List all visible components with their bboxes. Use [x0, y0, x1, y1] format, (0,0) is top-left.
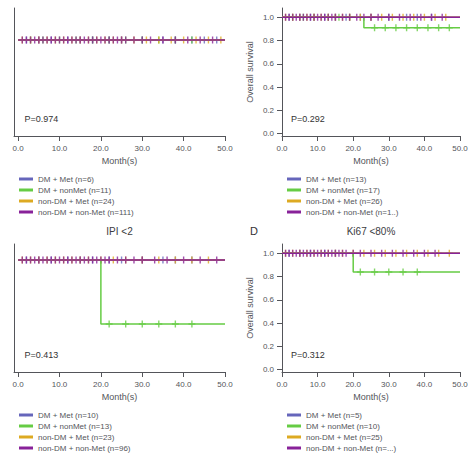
svg-text:40.0: 40.0 [176, 144, 192, 153]
svg-text:40.0: 40.0 [417, 144, 433, 153]
svg-text:0.8: 0.8 [263, 272, 275, 281]
svg-text:non-DM + non-Met (n=111): non-DM + non-Met (n=111) [38, 208, 134, 217]
svg-text:10.0: 10.0 [52, 380, 68, 389]
svg-text:0.0: 0.0 [276, 380, 288, 389]
svg-text:P=0.974: P=0.974 [25, 114, 59, 124]
svg-text:non-DM + non-Met (n=...): non-DM + non-Met (n=...) [306, 444, 397, 453]
svg-text:50.0: 50.0 [217, 144, 233, 153]
svg-text:DM + nonMet (n=17): DM + nonMet (n=17) [306, 186, 380, 195]
svg-text:1.0: 1.0 [263, 249, 275, 258]
svg-text:IPI <2: IPI <2 [106, 226, 133, 237]
svg-text:DM + Met (n=5): DM + Met (n=5) [306, 411, 362, 420]
svg-text:0.6: 0.6 [263, 295, 275, 304]
svg-text:20.0: 20.0 [93, 144, 109, 153]
svg-text:0.4: 0.4 [263, 319, 275, 328]
svg-text:40.0: 40.0 [176, 380, 192, 389]
svg-text:Ki67 <80%: Ki67 <80% [347, 226, 396, 237]
svg-text:non-DM + Met (n=24): non-DM + Met (n=24) [38, 197, 115, 206]
svg-text:non-DM + non-Met (n=1..): non-DM + non-Met (n=1..) [306, 208, 399, 217]
svg-text:0.0: 0.0 [13, 380, 25, 389]
svg-text:30.0: 30.0 [381, 144, 397, 153]
svg-text:non-DM + non-Met (n=96): non-DM + non-Met (n=96) [38, 444, 131, 453]
svg-text:30.0: 30.0 [381, 380, 397, 389]
svg-text:0.0: 0.0 [276, 144, 288, 153]
svg-text:DM + Met (n=13): DM + Met (n=13) [306, 175, 367, 184]
svg-text:20.0: 20.0 [345, 144, 361, 153]
svg-text:10.0: 10.0 [310, 144, 326, 153]
svg-text:20.0: 20.0 [93, 380, 109, 389]
svg-text:DM + nonMet (n=10): DM + nonMet (n=10) [306, 422, 380, 431]
svg-text:0.0: 0.0 [263, 129, 275, 138]
svg-text:30.0: 30.0 [134, 144, 150, 153]
svg-text:DM + nonMet (n=13): DM + nonMet (n=13) [38, 422, 112, 431]
svg-text:20.0: 20.0 [345, 380, 361, 389]
svg-text:50.0: 50.0 [217, 380, 233, 389]
svg-text:50.0: 50.0 [452, 144, 468, 153]
svg-text:D: D [250, 225, 258, 237]
svg-text:non-DM + Met (n=23): non-DM + Met (n=23) [38, 433, 115, 442]
svg-text:P=0.413: P=0.413 [25, 350, 59, 360]
svg-text:1.0: 1.0 [263, 13, 275, 22]
svg-text:0.2: 0.2 [263, 106, 275, 115]
svg-text:Month(s): Month(s) [353, 392, 389, 402]
svg-text:30.0: 30.0 [134, 380, 150, 389]
svg-text:P=0.312: P=0.312 [291, 350, 325, 360]
svg-text:0.8: 0.8 [263, 36, 275, 45]
svg-text:non-DM + Met (n=25): non-DM + Met (n=25) [306, 433, 383, 442]
svg-text:Overall survival: Overall survival [245, 41, 255, 103]
svg-text:0.2: 0.2 [263, 342, 275, 351]
svg-text:DM + Met (n=6): DM + Met (n=6) [38, 175, 94, 184]
svg-text:DM + Met (n=10): DM + Met (n=10) [38, 411, 99, 420]
svg-text:0.0: 0.0 [13, 144, 25, 153]
svg-text:50.0: 50.0 [452, 380, 468, 389]
svg-text:0.6: 0.6 [263, 59, 275, 68]
svg-text:Month(s): Month(s) [353, 156, 389, 166]
svg-text:Month(s): Month(s) [102, 392, 138, 402]
svg-text:Overall survival: Overall survival [245, 277, 255, 339]
svg-text:Month(s): Month(s) [102, 156, 138, 166]
svg-text:0.4: 0.4 [263, 83, 275, 92]
svg-text:10.0: 10.0 [52, 144, 68, 153]
svg-text:P=0.292: P=0.292 [291, 114, 325, 124]
svg-text:10.0: 10.0 [310, 380, 326, 389]
svg-text:non-DM + Met (n=26): non-DM + Met (n=26) [306, 197, 383, 206]
svg-text:40.0: 40.0 [417, 380, 433, 389]
svg-text:DM + nonMet (n=11): DM + nonMet (n=11) [38, 186, 112, 195]
svg-text:0.0: 0.0 [263, 365, 275, 374]
